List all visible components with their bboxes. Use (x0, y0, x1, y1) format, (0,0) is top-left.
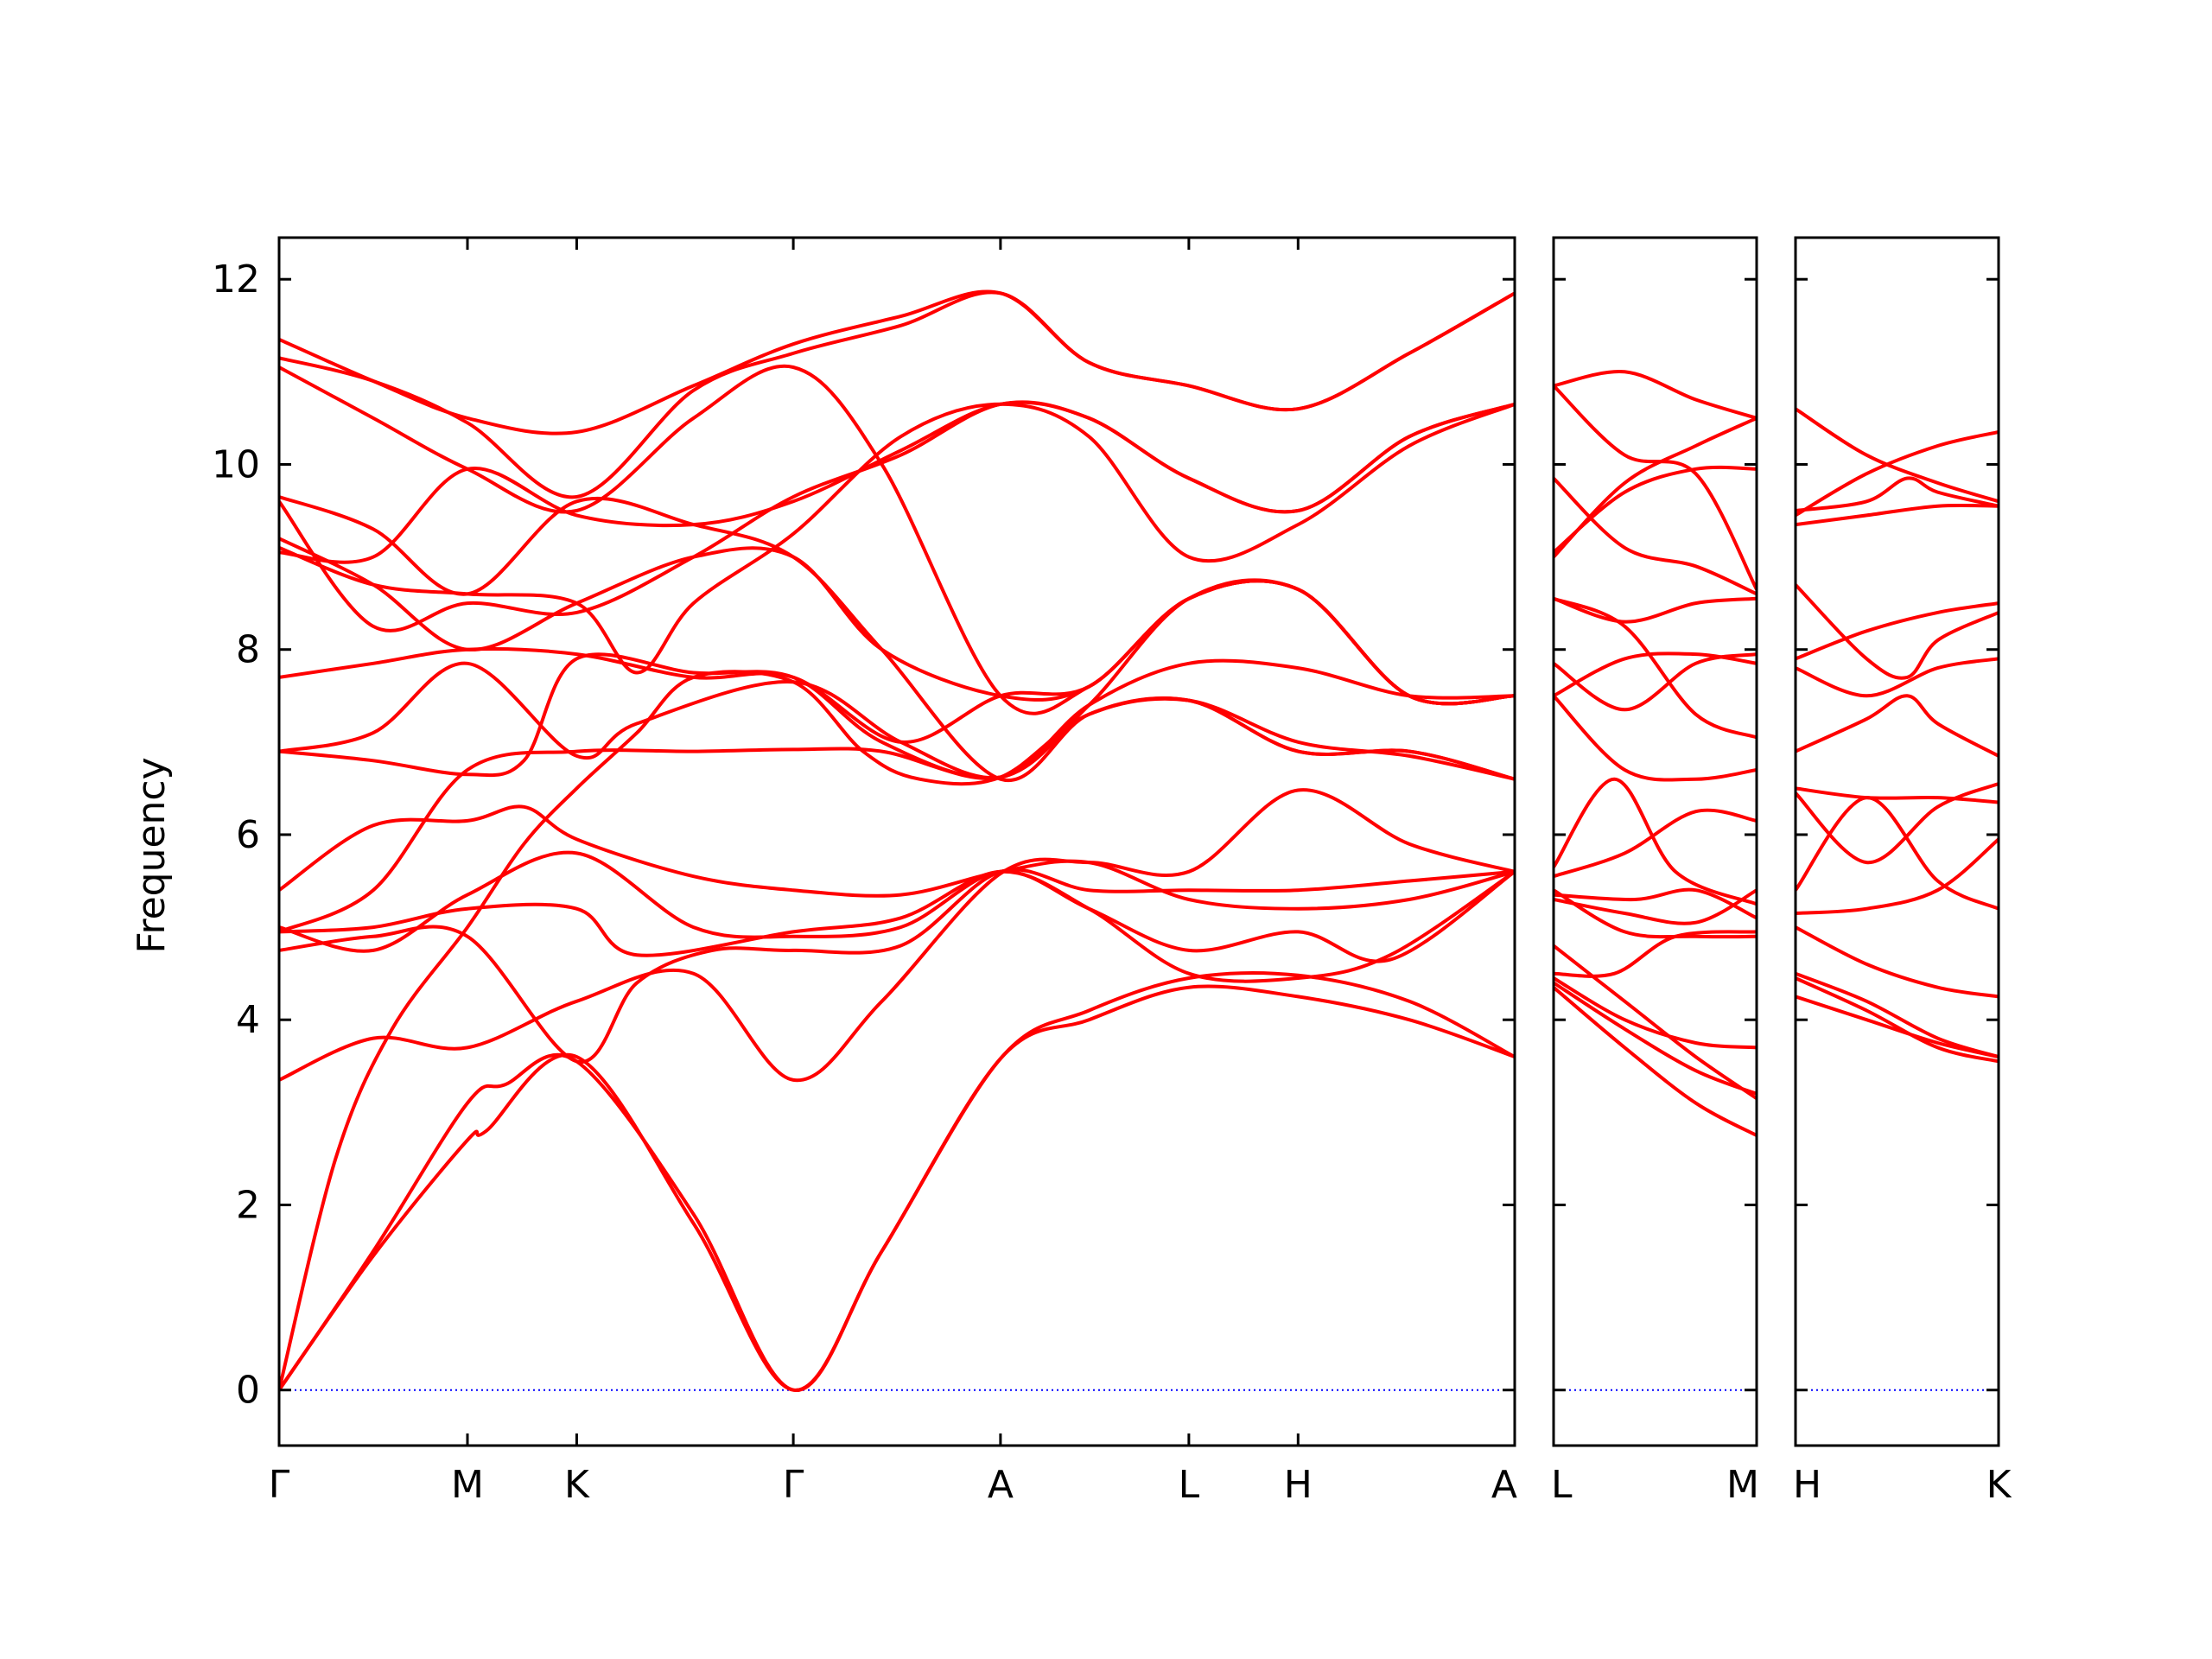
y-tick-label: 6 (236, 813, 260, 857)
y-tick-label: 12 (212, 257, 260, 302)
phonon-band (1796, 503, 1999, 527)
phonon-band (1796, 476, 1999, 512)
y-tick-label: 4 (236, 998, 260, 1042)
phonon-band (1796, 786, 1999, 804)
x-tick-label: H (1793, 1463, 1821, 1507)
phonon-band (279, 537, 1515, 706)
x-tick-label: M (1726, 1463, 1759, 1507)
phonon-band (279, 850, 1515, 963)
phonon-band (1554, 694, 1757, 782)
panel-frame (277, 236, 1516, 1447)
y-tick-label: 0 (236, 1369, 260, 1413)
phonon-band (279, 495, 1515, 783)
phonon-band (1796, 601, 1999, 661)
phonon-band (279, 670, 1515, 1391)
x-tick-label: M (451, 1463, 484, 1507)
phonon-band (1554, 930, 1757, 978)
phonon-band (1554, 652, 1757, 698)
phonon-band (1554, 986, 1757, 1137)
phonon-band (279, 804, 1515, 911)
phonon-band (279, 364, 1515, 715)
phonon-band (279, 402, 1515, 675)
phonon-band (279, 400, 1515, 632)
y-tick-label: 10 (212, 442, 260, 486)
y-tick-label: 2 (236, 1183, 260, 1227)
phonon-band (1796, 925, 1999, 999)
phonon-band (1554, 370, 1757, 420)
phonon-band (1796, 694, 1999, 758)
phonon-band (1554, 465, 1757, 554)
phonon-band (1796, 837, 1999, 915)
phonon-band (1554, 887, 1757, 920)
x-tick-label: Γ (783, 1463, 804, 1507)
phonon-band (1796, 796, 1999, 911)
phonon-band (1554, 981, 1757, 1096)
phonon-band (279, 400, 1515, 564)
phonon-band (1796, 583, 1999, 680)
phonon-band (279, 289, 1515, 435)
phonon-band (1796, 430, 1999, 518)
phonon-band (279, 971, 1515, 1392)
x-tick-label: A (1491, 1463, 1517, 1507)
phonon-band (1796, 971, 1999, 1059)
phonon-band (1554, 384, 1757, 591)
phonon-band (1554, 477, 1757, 596)
y-axis-label: Frequency (130, 757, 174, 953)
phonon-band (1554, 976, 1757, 1050)
phonon-band (1554, 888, 1757, 939)
phonon-band (1554, 416, 1757, 558)
y-tick-label: 8 (236, 628, 260, 672)
x-tick-label: K (564, 1463, 590, 1507)
bands (1554, 370, 1757, 1137)
phonon-band (1554, 808, 1757, 879)
phonon-band (1796, 657, 1999, 698)
x-tick-label: L (1179, 1463, 1200, 1507)
phonon-band (1554, 596, 1757, 740)
phonon-band (279, 661, 1515, 781)
x-tick-label: Γ (269, 1463, 290, 1507)
phonon-band (1554, 777, 1757, 906)
phonon-band (1796, 976, 1999, 1064)
bands (1796, 407, 1999, 1064)
phonon-band (279, 868, 1515, 1064)
phonon-band (1796, 782, 1999, 865)
phonon-band (1796, 407, 1999, 504)
x-tick-label: K (1986, 1463, 2012, 1507)
phonon-band (1554, 888, 1757, 925)
bands (279, 289, 1515, 1392)
phonon-band (279, 869, 1515, 983)
y-axis-tick-labels: 0 2 4 6 8 10 12 (212, 257, 260, 1413)
x-tick-label: H (1284, 1463, 1313, 1507)
x-tick-label: A (988, 1463, 1014, 1507)
panel-frame (1552, 236, 1758, 1447)
panel-frame (1794, 236, 2000, 1447)
x-tick-label: L (1551, 1463, 1573, 1507)
phonon-band (1554, 596, 1757, 624)
phonon-band (279, 788, 1515, 1083)
phonon-band (1554, 944, 1757, 1100)
